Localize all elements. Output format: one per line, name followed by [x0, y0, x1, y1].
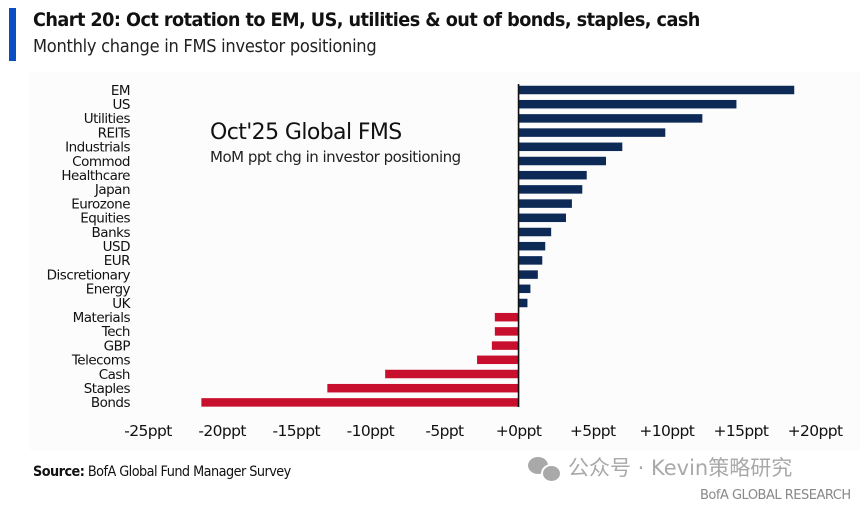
- watermark-text: 公众号 · Kevin策略研究: [568, 456, 793, 480]
- category-label-tech: Tech: [101, 324, 130, 340]
- bar-em: [518, 85, 795, 95]
- category-label-utilities: Utilities: [84, 111, 131, 127]
- bar-materials: [494, 312, 519, 322]
- bar-healthcare: [518, 170, 587, 180]
- bar-banks: [518, 227, 552, 237]
- category-label-em: EM: [111, 83, 130, 99]
- category-labels: EMUSUtilitiesREITsIndustrialsCommodHealt…: [47, 83, 132, 411]
- inset-title: Oct'25 Global FMS: [210, 120, 402, 145]
- bar-telecoms: [477, 355, 519, 365]
- category-label-discretionary: Discretionary: [47, 267, 131, 283]
- bars-group: [201, 85, 795, 407]
- category-label-industrials: Industrials: [65, 140, 130, 156]
- x-tick-label: +10ppt: [639, 422, 694, 440]
- category-label-energy: Energy: [86, 282, 131, 298]
- bar-discretionary: [518, 270, 538, 279]
- category-label-equities: Equities: [80, 211, 130, 227]
- bar-reits: [518, 128, 666, 137]
- bar-industrials: [518, 142, 623, 152]
- category-label-staples: Staples: [84, 381, 131, 397]
- x-tick-label: -25ppt: [124, 422, 172, 440]
- x-tick-label: -10ppt: [347, 422, 395, 440]
- category-label-japan: Japan: [94, 182, 130, 198]
- x-tick-label: +20ppt: [788, 422, 843, 440]
- bar-commod: [518, 156, 607, 166]
- x-tick-label: -20ppt: [198, 422, 246, 440]
- category-label-cash: Cash: [99, 367, 130, 383]
- x-tick-label: -15ppt: [272, 422, 320, 440]
- category-label-eur: EUR: [104, 253, 130, 269]
- category-label-gbp: GBP: [104, 338, 131, 354]
- wechat-icon: [528, 455, 562, 483]
- bar-energy: [518, 284, 531, 294]
- x-tick-label: +15ppt: [713, 422, 768, 440]
- x-tick-label: +5ppt: [570, 422, 616, 440]
- watermark: 公众号 · Kevin策略研究: [528, 455, 793, 483]
- inset-subtitle: MoM ppt chg in investor positioning: [210, 148, 461, 166]
- bar-cash: [385, 369, 519, 379]
- bar-uk: [518, 298, 528, 308]
- source-text: BofA Global Fund Manager Survey: [84, 464, 291, 480]
- category-label-commod: Commod: [72, 154, 130, 170]
- bar-gbp: [491, 341, 519, 350]
- category-label-usd: USD: [103, 239, 130, 255]
- category-label-uk: UK: [112, 296, 131, 312]
- category-label-materials: Materials: [73, 310, 131, 326]
- bar-us: [518, 99, 737, 109]
- bar-utilities: [518, 114, 703, 123]
- bar-bonds: [201, 398, 519, 407]
- source-note: Source: BofA Global Fund Manager Survey: [33, 463, 291, 481]
- category-label-healthcare: Healthcare: [61, 168, 130, 184]
- brand-text: BofA GLOBAL RESEARCH: [700, 488, 851, 503]
- category-label-banks: Banks: [92, 225, 131, 241]
- bar-usd: [518, 241, 546, 251]
- chart-title: Chart 20: Oct rotation to EM, US, utilit…: [33, 9, 700, 31]
- category-label-telecoms: Telecoms: [71, 353, 131, 369]
- category-label-bonds: Bonds: [91, 395, 131, 411]
- bar-equities: [518, 213, 566, 223]
- category-label-reits: REITs: [98, 125, 131, 141]
- x-tick-label: -5ppt: [425, 422, 464, 440]
- bar-japan: [518, 185, 583, 194]
- bar-eur: [518, 256, 543, 265]
- bar-eurozone: [518, 199, 572, 208]
- category-label-eurozone: Eurozone: [71, 196, 130, 212]
- chart-subtitle: Monthly change in FMS investor positioni…: [33, 37, 377, 57]
- bar-staples: [327, 383, 519, 393]
- category-label-us: US: [113, 97, 130, 113]
- title-accent-bar: [9, 8, 16, 61]
- x-tick-label: +0ppt: [496, 422, 542, 440]
- bar-tech: [494, 327, 519, 336]
- source-label: Source:: [33, 464, 85, 480]
- x-tick-labels: -25ppt -20ppt -15ppt -10ppt -5ppt +0ppt +5ppt +…: [124, 422, 843, 440]
